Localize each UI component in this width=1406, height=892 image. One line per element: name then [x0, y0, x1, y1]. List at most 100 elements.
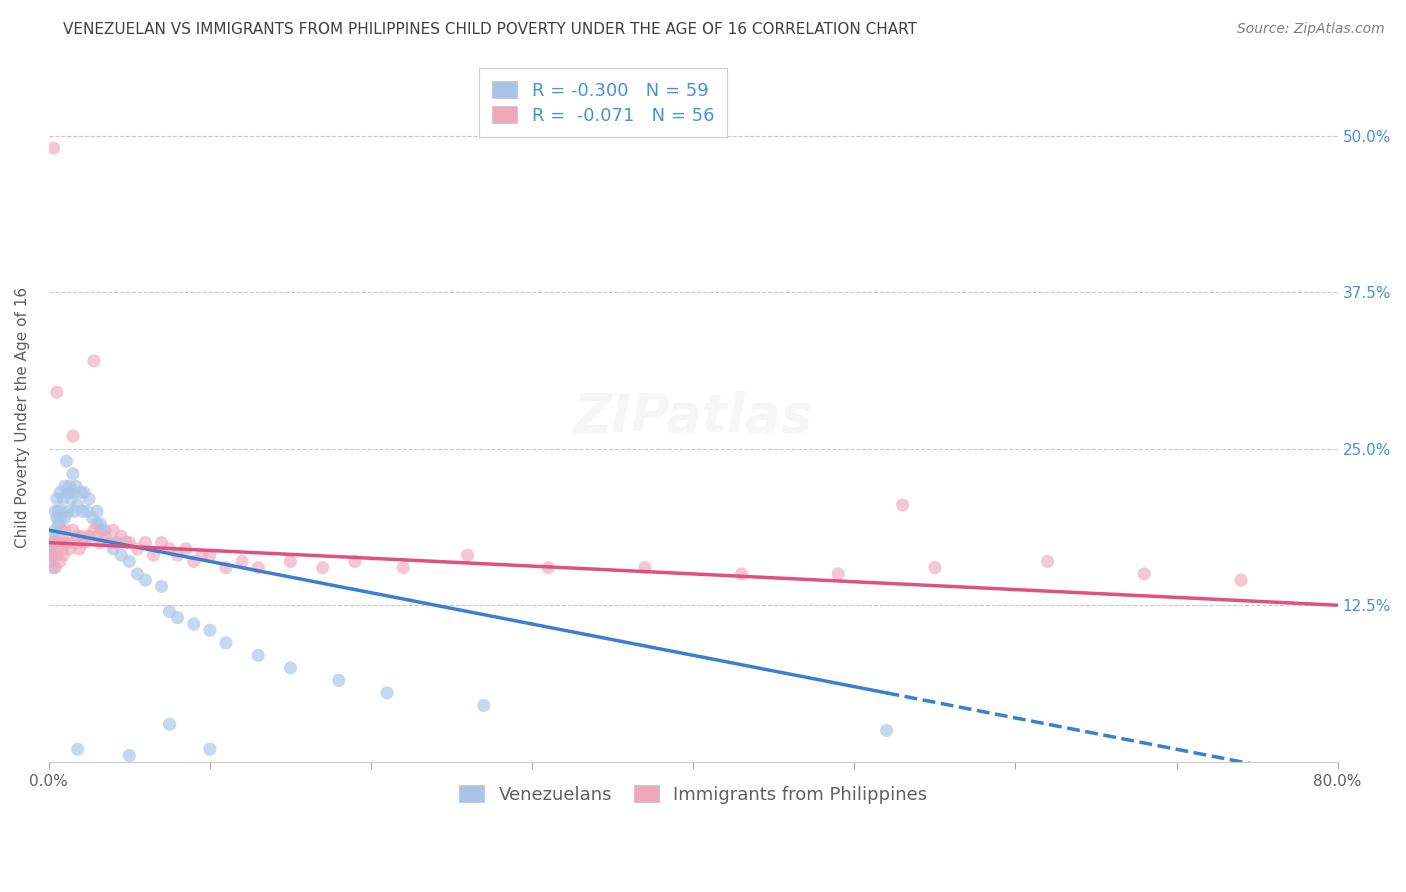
Point [59, 479, 82, 493]
Text: Source: ZipAtlas.com: Source: ZipAtlas.com [1237, 22, 1385, 37]
Point [51, 504, 73, 518]
Point [183, 617, 205, 632]
Point [392, 560, 415, 574]
Point [127, 541, 149, 556]
Point [174, 541, 197, 556]
Point [159, 605, 181, 619]
Point [537, 560, 560, 574]
Point [44, 560, 66, 574]
Point [45, 385, 67, 400]
Point [76, 504, 98, 518]
Point [103, 523, 125, 537]
Point [215, 636, 238, 650]
Point [83, 354, 105, 368]
Text: ZIPatlas: ZIPatlas [574, 392, 813, 443]
Point [150, 579, 173, 593]
Text: VENEZUELAN VS IMMIGRANTS FROM PHILIPPINES CHILD POVERTY UNDER THE AGE OF 16 CORR: VENEZUELAN VS IMMIGRANTS FROM PHILIPPINE… [63, 22, 917, 37]
Point [39, 541, 62, 556]
Point [44, 523, 66, 537]
Point [53, 510, 76, 524]
Point [41, 554, 63, 568]
Point [66, 498, 89, 512]
Point [89, 516, 111, 531]
Point [73, 535, 96, 549]
Point [98, 535, 121, 549]
Point [876, 723, 898, 738]
Point [53, 479, 76, 493]
Point [730, 566, 752, 581]
Point [62, 485, 84, 500]
Point [66, 529, 89, 543]
Point [73, 485, 96, 500]
Point [472, 698, 495, 713]
Point [1133, 566, 1156, 581]
Point [72, 504, 94, 518]
Point [39, 548, 62, 562]
Legend: Venezuelans, Immigrants from Philippines: Venezuelans, Immigrants from Philippines [449, 774, 938, 814]
Point [45, 535, 67, 549]
Point [59, 541, 82, 556]
Point [56, 535, 79, 549]
Point [45, 491, 67, 506]
Point [41, 529, 63, 543]
Point [343, 554, 366, 568]
Point [159, 541, 181, 556]
Point [62, 467, 84, 481]
Point [110, 548, 132, 562]
Point [42, 535, 65, 549]
Point [45, 548, 67, 562]
Point [150, 535, 173, 549]
Point [1230, 573, 1253, 587]
Point [159, 717, 181, 731]
Point [86, 516, 108, 531]
Point [77, 491, 100, 506]
Point [198, 624, 221, 638]
Point [77, 529, 100, 543]
Point [51, 523, 73, 537]
Point [65, 479, 87, 493]
Point [94, 529, 117, 543]
Point [280, 554, 302, 568]
Point [49, 510, 72, 524]
Point [198, 742, 221, 756]
Point [83, 523, 105, 537]
Point [198, 548, 221, 562]
Point [48, 504, 70, 518]
Point [1036, 554, 1059, 568]
Point [118, 748, 141, 763]
Point [247, 560, 270, 574]
Point [118, 554, 141, 568]
Point [924, 560, 946, 574]
Point [41, 548, 63, 562]
Point [51, 541, 73, 556]
Point [86, 504, 108, 518]
Point [52, 491, 75, 506]
Point [457, 548, 479, 562]
Point [827, 566, 849, 581]
Point [634, 560, 657, 574]
Point [63, 535, 86, 549]
Point [127, 566, 149, 581]
Point [94, 523, 117, 537]
Point [110, 529, 132, 543]
Point [60, 491, 83, 506]
Point [118, 535, 141, 549]
Point [166, 611, 188, 625]
Point [134, 535, 156, 549]
Point [375, 686, 398, 700]
Point [55, 454, 77, 468]
Point [311, 560, 333, 574]
Point [67, 541, 90, 556]
Point [891, 498, 914, 512]
Point [42, 560, 65, 574]
Point [52, 548, 75, 562]
Point [328, 673, 350, 688]
Point [56, 485, 79, 500]
Point [48, 516, 70, 531]
Point [42, 535, 65, 549]
Point [89, 535, 111, 549]
Point [62, 523, 84, 537]
Point [45, 510, 67, 524]
Point [103, 541, 125, 556]
Point [115, 535, 138, 549]
